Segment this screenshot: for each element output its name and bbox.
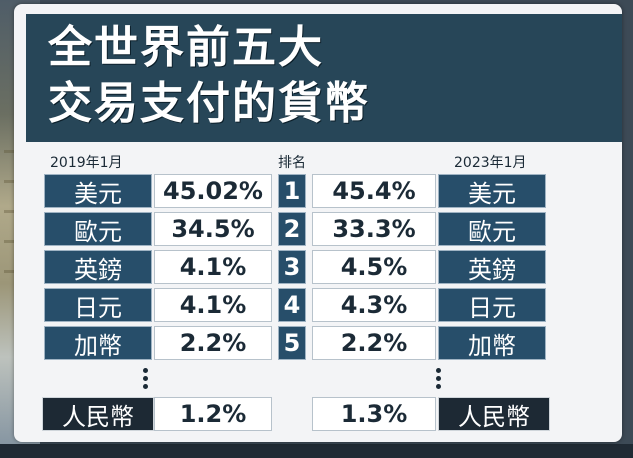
ellipsis-dots-right (436, 368, 442, 392)
share-2019: 34.5% (154, 212, 272, 246)
share-2023: 33.3% (312, 212, 436, 246)
title-line-1: 全世界前五大 (48, 22, 324, 73)
header-2019: 2019年1月 (50, 155, 123, 171)
table-row: 美元 45.02% 1 45.4% 美元 (14, 174, 622, 208)
currency-2023: 加幣 (438, 326, 546, 360)
share-2019: 2.2% (154, 326, 272, 360)
rank-badge: 5 (278, 326, 306, 360)
rank-badge: 2 (278, 212, 306, 246)
currency-2019: 加幣 (44, 326, 152, 360)
currency-2019: 歐元 (44, 212, 152, 246)
share-2019: 4.1% (154, 250, 272, 284)
share-2023: 4.5% (312, 250, 436, 284)
header-2023: 2023年1月 (454, 155, 527, 171)
currency-2023: 英鎊 (438, 250, 546, 284)
rmb-currency-2019: 人民幣 (42, 397, 154, 431)
currency-2023: 美元 (438, 174, 546, 208)
share-2023: 4.3% (312, 288, 436, 322)
currency-2023: 日元 (438, 288, 546, 322)
share-2023: 45.4% (312, 174, 436, 208)
table-row: 日元 4.1% 4 4.3% 日元 (14, 288, 622, 322)
rmb-row: 人民幣 1.2% 1.3% 人民幣 (14, 397, 622, 431)
header-rank: 排名 (278, 155, 306, 171)
bottom-ticker-bar (0, 444, 633, 458)
rmb-share-2019: 1.2% (154, 397, 272, 431)
title-banner: 全世界前五大 交易支付的貨幣 (26, 14, 622, 142)
currency-ranking-card: 全世界前五大 交易支付的貨幣 2019年1月 排名 2023年1月 美元 45.… (14, 4, 622, 442)
title-line-2: 交易支付的貨幣 (48, 78, 370, 129)
ellipsis-dots-left (143, 368, 149, 392)
rank-badge: 1 (278, 174, 306, 208)
rmb-currency-2023: 人民幣 (438, 397, 550, 431)
table-row: 英鎊 4.1% 3 4.5% 英鎊 (14, 250, 622, 284)
share-2019: 4.1% (154, 288, 272, 322)
currency-2019: 英鎊 (44, 250, 152, 284)
share-2019: 45.02% (154, 174, 272, 208)
rmb-share-2023: 1.3% (312, 397, 436, 431)
share-2023: 2.2% (312, 326, 436, 360)
table-row: 加幣 2.2% 5 2.2% 加幣 (14, 326, 622, 360)
table-row: 歐元 34.5% 2 33.3% 歐元 (14, 212, 622, 246)
rank-badge: 4 (278, 288, 306, 322)
currency-2019: 日元 (44, 288, 152, 322)
currency-2023: 歐元 (438, 212, 546, 246)
rank-badge: 3 (278, 250, 306, 284)
currency-2019: 美元 (44, 174, 152, 208)
